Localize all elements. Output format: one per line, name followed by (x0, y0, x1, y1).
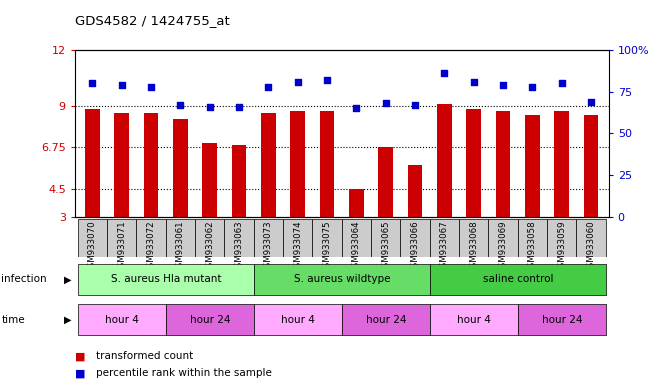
Point (439, 70, 450, 76)
Point (204, 104, 215, 110)
Bar (107, 219, 137, 257)
Bar (518, 304, 605, 335)
Text: GSM933064: GSM933064 (352, 220, 361, 273)
Bar (312, 219, 342, 257)
Bar (430, 264, 605, 295)
Bar (225, 219, 254, 257)
Point (292, 79, 303, 85)
Point (175, 102, 186, 108)
Text: GSM933072: GSM933072 (146, 220, 156, 273)
Bar (283, 219, 312, 257)
Bar (496, 111, 510, 217)
Bar (254, 304, 342, 335)
Text: hour 24: hour 24 (189, 314, 230, 325)
Text: GSM933067: GSM933067 (440, 220, 449, 273)
Bar (584, 115, 598, 217)
Text: S. aureus Hla mutant: S. aureus Hla mutant (111, 274, 221, 285)
Bar (342, 219, 371, 257)
Point (527, 84, 538, 90)
Point (381, 100, 391, 106)
Text: GSM933073: GSM933073 (264, 220, 273, 273)
Text: GSM933063: GSM933063 (234, 220, 243, 273)
Text: GSM933068: GSM933068 (469, 220, 478, 273)
Bar (254, 264, 430, 295)
Text: saline control: saline control (482, 274, 553, 285)
Bar (488, 219, 518, 257)
Bar (430, 304, 518, 335)
Bar (437, 104, 452, 217)
Text: GSM933069: GSM933069 (499, 220, 508, 273)
Text: GSM933071: GSM933071 (117, 220, 126, 273)
Text: hour 4: hour 4 (281, 314, 314, 325)
Bar (349, 189, 364, 217)
Text: time: time (1, 314, 25, 325)
Bar (518, 219, 547, 257)
Bar (137, 219, 166, 257)
Bar (408, 165, 422, 217)
Text: ■: ■ (75, 351, 85, 361)
Bar (261, 113, 276, 217)
Bar (78, 304, 166, 335)
Bar (466, 109, 481, 217)
Text: GSM933074: GSM933074 (294, 220, 302, 273)
Text: GSM933066: GSM933066 (411, 220, 420, 273)
Bar (400, 219, 430, 257)
Bar (254, 219, 283, 257)
Bar (166, 219, 195, 257)
Bar (371, 219, 400, 257)
Text: infection: infection (1, 274, 47, 285)
Point (146, 84, 156, 90)
Bar (78, 264, 254, 295)
Point (322, 77, 332, 83)
Point (234, 104, 244, 110)
Bar (195, 219, 225, 257)
Point (410, 102, 421, 108)
Text: GSM933058: GSM933058 (528, 220, 537, 273)
Bar (85, 109, 100, 217)
Point (586, 99, 596, 105)
Text: hour 24: hour 24 (365, 314, 406, 325)
Text: percentile rank within the sample: percentile rank within the sample (96, 368, 271, 378)
Bar (202, 143, 217, 217)
Text: hour 24: hour 24 (542, 314, 582, 325)
Text: ▶: ▶ (64, 274, 72, 285)
Bar (115, 113, 129, 217)
Bar (166, 304, 254, 335)
Text: GSM933062: GSM933062 (205, 220, 214, 273)
Point (263, 84, 273, 90)
Bar (173, 119, 187, 217)
Point (117, 82, 127, 88)
Text: S. aureus wildtype: S. aureus wildtype (294, 274, 390, 285)
Text: transformed count: transformed count (96, 351, 193, 361)
Point (352, 105, 362, 111)
Bar (232, 145, 247, 217)
Point (87, 80, 98, 86)
Text: GSM933075: GSM933075 (323, 220, 331, 273)
Text: GSM933059: GSM933059 (557, 220, 566, 273)
Text: GSM933065: GSM933065 (381, 220, 390, 273)
Text: hour 4: hour 4 (105, 314, 139, 325)
Bar (320, 111, 335, 217)
Bar (555, 111, 569, 217)
Bar (342, 304, 430, 335)
Bar (430, 219, 459, 257)
Text: GSM933061: GSM933061 (176, 220, 185, 273)
Bar (78, 219, 107, 257)
Bar (459, 219, 488, 257)
Text: hour 4: hour 4 (457, 314, 491, 325)
Bar (290, 111, 305, 217)
Point (469, 79, 479, 85)
Text: ▶: ▶ (64, 314, 72, 325)
Text: ■: ■ (75, 368, 85, 378)
Point (498, 82, 508, 88)
Point (557, 80, 567, 86)
Bar (378, 147, 393, 217)
Bar (576, 219, 605, 257)
Bar (144, 113, 158, 217)
Text: GSM933070: GSM933070 (88, 220, 97, 273)
Bar (525, 115, 540, 217)
Text: GSM933060: GSM933060 (587, 220, 596, 273)
Text: GDS4582 / 1424755_at: GDS4582 / 1424755_at (75, 14, 230, 27)
Bar (547, 219, 576, 257)
